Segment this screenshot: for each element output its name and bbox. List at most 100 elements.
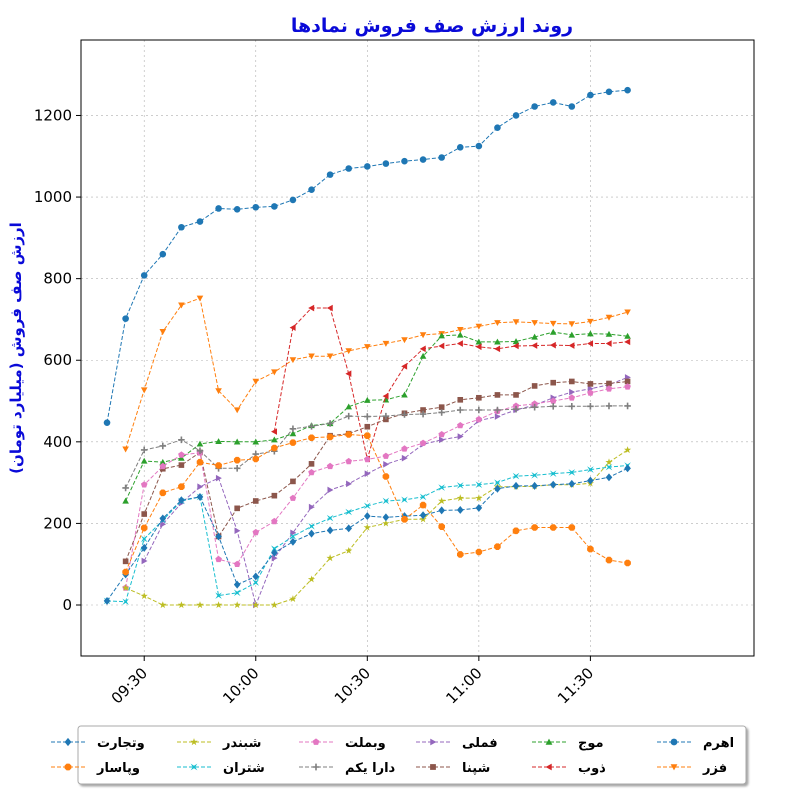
data-point [233, 465, 241, 472]
series-5 [141, 374, 631, 609]
y-tick-label: 400 [43, 433, 72, 451]
legend: اهرم فزر موج ذوب فملی شپنا وبملت دارا یکم شبندر ش… [51, 725, 747, 785]
data-point [270, 601, 278, 609]
data-point [364, 432, 371, 439]
data-point [438, 484, 445, 491]
data-point [308, 186, 315, 194]
data-point [624, 332, 631, 339]
data-point [587, 330, 594, 337]
data-point [140, 535, 148, 543]
data-point [549, 397, 557, 404]
data-point [605, 340, 612, 347]
data-point [419, 345, 426, 353]
data-point [345, 457, 352, 465]
data-point [475, 548, 483, 556]
data-point [178, 223, 185, 231]
series-line [125, 331, 628, 502]
data-point [196, 601, 204, 609]
data-point [606, 380, 612, 387]
data-point [401, 496, 408, 504]
data-point [549, 328, 557, 335]
data-point [326, 420, 334, 427]
data-point [512, 342, 519, 350]
data-point [587, 403, 594, 410]
data-point [494, 484, 501, 493]
data-point [605, 458, 613, 466]
data-point [531, 383, 538, 389]
data-point [345, 547, 353, 554]
data-point [326, 514, 334, 522]
data-point [233, 560, 241, 567]
series-line [125, 386, 628, 588]
y-axis-label: ارزش صف فروش (میلیارد تومان) [7, 222, 25, 474]
data-point [456, 340, 463, 347]
data-point [364, 423, 371, 430]
data-point [382, 412, 390, 420]
y-tick-label: 0 [62, 596, 72, 614]
legend-entry-7: وبملت [299, 736, 386, 751]
data-point [233, 589, 241, 597]
data-point [401, 157, 408, 165]
legend-entry-8: دارا یکم [299, 761, 396, 776]
data-point [382, 392, 389, 400]
data-point [438, 332, 445, 339]
data-point [569, 378, 575, 385]
data-point [531, 342, 538, 349]
legend-marker [670, 738, 678, 746]
data-point [624, 86, 631, 94]
data-point [159, 462, 167, 470]
data-point [289, 537, 297, 546]
data-point [401, 516, 408, 523]
data-point [456, 331, 464, 338]
data-point [159, 489, 167, 497]
data-point [587, 381, 594, 387]
data-point [252, 498, 259, 504]
data-point [475, 503, 483, 512]
data-point [140, 543, 148, 552]
data-point [159, 458, 167, 465]
data-point [531, 481, 538, 490]
data-point [624, 559, 631, 567]
data-point [438, 431, 445, 438]
data-point [326, 526, 334, 535]
data-point [271, 203, 278, 210]
data-point [549, 524, 557, 531]
data-point [494, 345, 501, 353]
legend-entry-3: موج [532, 736, 604, 751]
data-point [141, 511, 148, 517]
data-point [271, 444, 278, 452]
data-point [233, 205, 241, 213]
data-point [382, 513, 390, 522]
data-point [215, 474, 222, 482]
data-point [587, 389, 594, 396]
data-point [140, 524, 148, 532]
data-point [196, 218, 204, 225]
legend-marker [670, 764, 678, 771]
data-point [512, 405, 520, 413]
data-point [326, 462, 334, 470]
data-point [345, 348, 353, 355]
data-point [587, 318, 594, 325]
data-point [420, 407, 426, 413]
legend-entry-9: شبندر [177, 736, 261, 751]
data-point [549, 341, 556, 349]
data-point [475, 481, 483, 488]
data-point [159, 442, 167, 450]
data-point [512, 481, 520, 490]
data-point [345, 412, 353, 420]
data-point [345, 431, 352, 438]
data-point [159, 250, 167, 258]
data-point [438, 409, 445, 416]
data-point [178, 454, 185, 461]
data-point [624, 378, 631, 385]
data-point [401, 337, 408, 344]
data-point [103, 596, 111, 605]
data-point [215, 532, 222, 541]
data-point [568, 394, 576, 401]
data-point [531, 471, 538, 479]
data-point [215, 555, 222, 563]
data-point [605, 88, 613, 96]
data-point [122, 584, 130, 591]
y-tick-label: 800 [43, 270, 72, 288]
